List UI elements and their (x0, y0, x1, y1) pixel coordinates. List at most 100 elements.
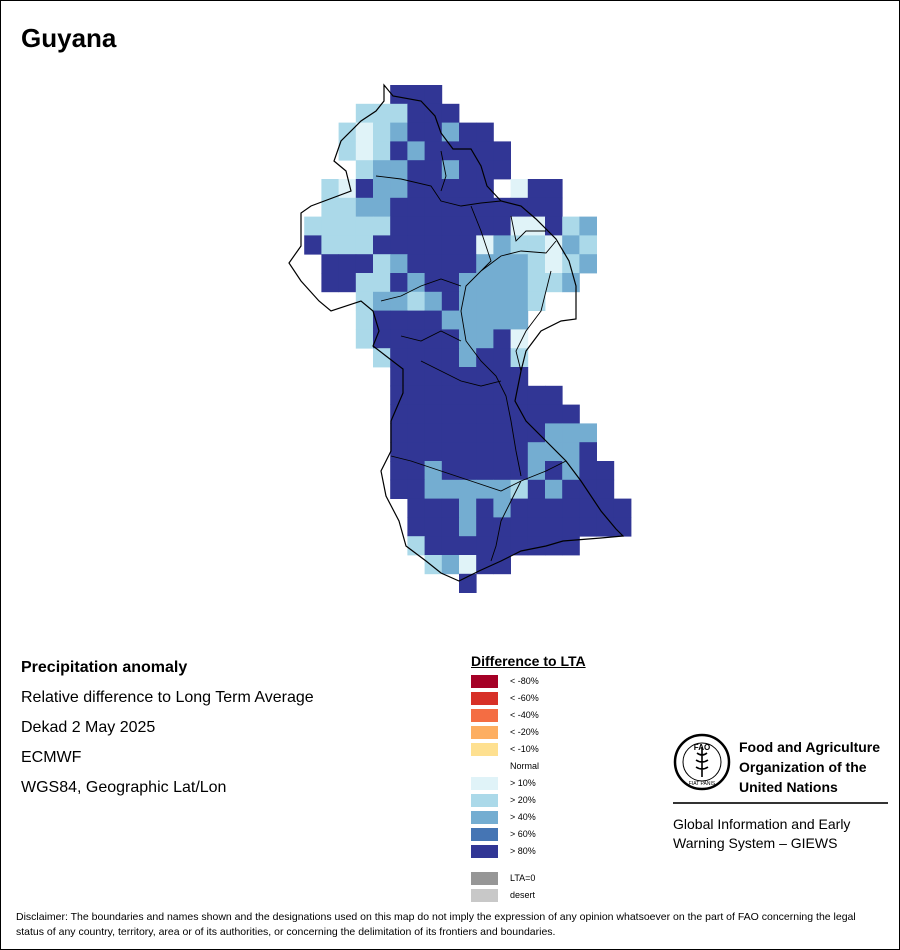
anomaly-cell (441, 555, 460, 575)
fao-divider (673, 802, 888, 804)
anomaly-cell (390, 216, 408, 236)
anomaly-cell (562, 423, 580, 443)
anomaly-cell (476, 122, 494, 142)
anomaly-cell (321, 216, 339, 236)
anomaly-cell (579, 517, 597, 537)
anomaly-cell (579, 235, 597, 255)
anomaly-cell (579, 461, 597, 481)
anomaly-cell (390, 122, 408, 142)
anomaly-cell (407, 216, 425, 236)
anomaly-cell (304, 216, 322, 236)
anomaly-cell (390, 310, 408, 330)
legend-item: > 80% (471, 843, 586, 860)
anomaly-cell (476, 461, 494, 481)
anomaly-cell (424, 479, 443, 499)
legend-swatch (471, 872, 498, 885)
legend-item: < -40% (471, 707, 586, 724)
anomaly-cell (373, 122, 391, 142)
fao-name-line-3: United Nations (739, 779, 838, 795)
anomaly-cell (493, 498, 511, 518)
legend-item: > 20% (471, 792, 586, 809)
anomaly-cell (424, 141, 443, 161)
legend-item: > 40% (471, 809, 586, 826)
anomaly-cell (545, 517, 563, 537)
legend-item: Normal (471, 758, 586, 775)
anomaly-cell (407, 385, 425, 405)
legend-label: LTA=0 (510, 873, 536, 883)
anomaly-cell (510, 291, 529, 311)
anomaly-cell (373, 254, 391, 274)
anomaly-cell (441, 141, 460, 161)
anomaly-cell (476, 235, 494, 255)
anomaly-cell (355, 141, 374, 161)
info-line-3: ECMWF (21, 749, 82, 766)
anomaly-cell (476, 536, 494, 556)
anomaly-cell (424, 442, 443, 462)
anomaly-cell (459, 555, 477, 575)
legend-item: > 10% (471, 775, 586, 792)
anomaly-cell (510, 498, 529, 518)
anomaly-cell (510, 273, 529, 293)
anomaly-cell (613, 498, 632, 518)
anomaly-cell (424, 197, 443, 217)
legend-label: > 10% (510, 778, 536, 788)
anomaly-cell (493, 536, 511, 556)
giews-line-1: Global Information and Early (673, 816, 851, 832)
legend-swatch (471, 675, 498, 688)
anomaly-cell (493, 235, 511, 255)
anomaly-cell (476, 385, 494, 405)
anomaly-cell (424, 103, 443, 123)
anomaly-cell (493, 423, 511, 443)
anomaly-cell (562, 442, 580, 462)
anomaly-cell (476, 254, 494, 274)
anomaly-cell (373, 103, 391, 123)
legend-swatch (471, 777, 498, 790)
legend-label: Normal (510, 761, 540, 771)
anomaly-cell (476, 479, 494, 499)
region-boundaries (375, 150, 567, 562)
anomaly-cell (355, 273, 374, 293)
anomaly-cell (493, 479, 511, 499)
anomaly-cell (510, 348, 529, 368)
anomaly-cell (355, 329, 374, 349)
anomaly-cell (390, 348, 408, 368)
anomaly-cell (424, 367, 443, 387)
anomaly-cell (424, 461, 443, 481)
anomaly-cell (510, 310, 529, 330)
anomaly-cell (441, 479, 460, 499)
fao-name-line-1: Food and Agriculture (739, 739, 881, 755)
anomaly-cell (527, 254, 546, 274)
anomaly-cell (476, 179, 494, 199)
legend-swatch (471, 845, 498, 858)
anomaly-cell (562, 235, 580, 255)
anomaly-cell (476, 555, 494, 575)
anomaly-cell (493, 216, 511, 236)
anomaly-cell (545, 254, 563, 274)
anomaly-cell (424, 385, 443, 405)
anomaly-cell (424, 85, 443, 105)
anomaly-cell (545, 179, 563, 199)
anomaly-cell (355, 310, 374, 330)
anomaly-cell (407, 273, 425, 293)
legend-title: Difference to LTA (471, 653, 586, 669)
anomaly-cell (355, 216, 374, 236)
anomaly-cell (579, 442, 597, 462)
anomaly-cell (527, 517, 546, 537)
anomaly-cell (390, 160, 408, 180)
legend-item: < -20% (471, 724, 586, 741)
anomaly-cell (476, 197, 494, 217)
anomaly-cell (493, 310, 511, 330)
anomaly-cell (441, 461, 460, 481)
anomaly-cell (545, 442, 563, 462)
anomaly-cell (424, 348, 443, 368)
legend-extra-item: desert (471, 887, 586, 904)
anomaly-cell (355, 254, 374, 274)
anomaly-cell (459, 461, 477, 481)
anomaly-cell (476, 310, 494, 330)
info-line-4: WGS84, Geographic Lat/Lon (21, 779, 227, 796)
giews-name: Global Information and Early Warning Sys… (673, 815, 893, 853)
anomaly-cell (527, 536, 546, 556)
anomaly-cell (459, 404, 477, 424)
anomaly-cell (441, 160, 460, 180)
anomaly-cell (373, 160, 391, 180)
